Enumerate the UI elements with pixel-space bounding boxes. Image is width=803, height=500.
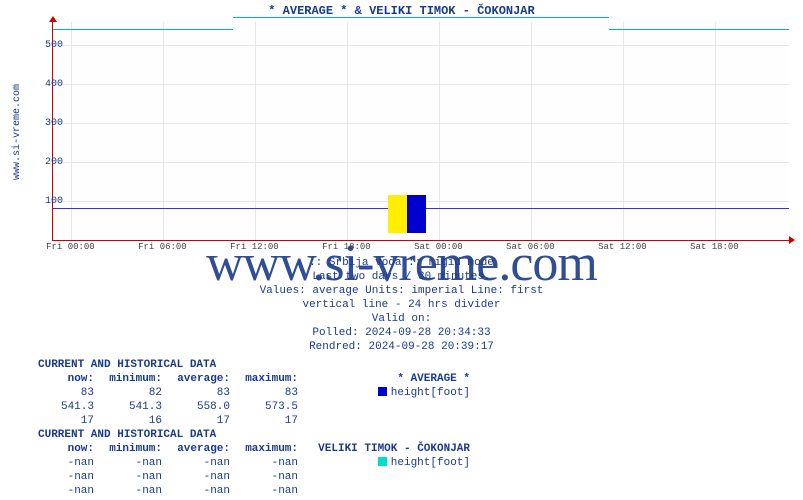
x-tick-label: Sat 12:00 [598, 242, 647, 252]
cell-min: -nan [94, 470, 162, 484]
table-row: 541.3541.3558.0573.5 [38, 400, 470, 414]
x-tick-label: Sat 00:00 [414, 242, 463, 252]
meta-line: Polled: 2024-09-28 20:34:33 [0, 326, 803, 340]
cell-now: 17 [38, 414, 94, 428]
cell-now: 541.3 [38, 400, 94, 414]
y-tick-label: 500 [39, 40, 63, 51]
cell-min: 16 [94, 414, 162, 428]
col-header-label: VELIKI TIMOK - ČOKONJAR [298, 442, 470, 456]
cell-max: 83 [230, 386, 298, 400]
cell-avg: 17 [162, 414, 230, 428]
cell-now: -nan [38, 456, 94, 470]
data-table-veliki-timok: CURRENT AND HISTORICAL DATAnow:minimum:a… [38, 428, 470, 498]
cell-min: 82 [94, 386, 162, 400]
table-heading: CURRENT AND HISTORICAL DATA [38, 358, 470, 372]
x-tick-label: Sat 06:00 [506, 242, 555, 252]
col-header-min: minimum: [94, 372, 162, 386]
logo-icon [388, 195, 426, 233]
cell-min: -nan [94, 456, 162, 470]
y-tick-label: 400 [39, 79, 63, 90]
cell-now: 83 [38, 386, 94, 400]
cell-avg: -nan [162, 456, 230, 470]
y-tick-label: 300 [39, 118, 63, 129]
meta-line: Valid on: [0, 312, 803, 326]
chart-title: * AVERAGE * & VELIKI TIMOK - ČOKONJAR [0, 0, 803, 18]
cell-min: 541.3 [94, 400, 162, 414]
table-heading: CURRENT AND HISTORICAL DATA [38, 428, 470, 442]
col-header-avg: average: [162, 442, 230, 456]
legend-swatch-icon [378, 457, 387, 466]
cell-now: -nan [38, 470, 94, 484]
table-row: 17161717 [38, 414, 470, 428]
meta-line: Last two days / 30 minutes. [0, 270, 803, 284]
cell-now: -nan [38, 484, 94, 498]
y-tick-label: 100 [39, 196, 63, 207]
x-tick-label: Fri 06:00 [138, 242, 187, 252]
meta-line: :: Srbija voda :: rigid mode [0, 256, 803, 270]
series-legend: height[foot] [298, 456, 470, 470]
cell-max: 573.5 [230, 400, 298, 414]
cell-max: -nan [230, 484, 298, 498]
series-segment [233, 17, 608, 18]
x-tick-label: Fri 12:00 [230, 242, 279, 252]
table-row: -nan-nan-nan-nan [38, 470, 470, 484]
series-legend: height[foot] [298, 386, 470, 400]
data-table-average: CURRENT AND HISTORICAL DATAnow:minimum:a… [38, 358, 470, 428]
side-label: www.si-vreme.com [12, 84, 23, 180]
series-segment [53, 29, 233, 30]
cell-max: -nan [230, 456, 298, 470]
meta-line: Values: average Units: imperial Line: fi… [0, 284, 803, 298]
x-tick-label: Fri 00:00 [46, 242, 95, 252]
col-header-min: minimum: [94, 442, 162, 456]
cell-avg: 558.0 [162, 400, 230, 414]
series-segment [609, 29, 789, 30]
meta-info: :: Srbija voda :: rigid mode Last two da… [0, 256, 803, 354]
y-axis-arrow [49, 16, 57, 22]
table-row: -nan-nan-nan-nanheight[foot] [38, 456, 470, 470]
meta-line: vertical line - 24 hrs divider [0, 298, 803, 312]
meta-line: Rendred: 2024-09-28 20:39:17 [0, 340, 803, 354]
y-tick-label: 200 [39, 157, 63, 168]
cell-avg: 83 [162, 386, 230, 400]
legend-swatch-icon [378, 387, 387, 396]
col-header-max: maximum: [230, 442, 298, 456]
col-header-avg: average: [162, 372, 230, 386]
col-header-now: now: [38, 372, 94, 386]
cell-max: -nan [230, 470, 298, 484]
x-tick-label: Fri 18:00 [322, 242, 371, 252]
x-axis-arrow [789, 236, 795, 244]
cell-avg: -nan [162, 470, 230, 484]
cell-max: 17 [230, 414, 298, 428]
col-header-max: maximum: [230, 372, 298, 386]
col-header-now: now: [38, 442, 94, 456]
cell-min: -nan [94, 484, 162, 498]
table-row: -nan-nan-nan-nan [38, 484, 470, 498]
table-row: 83828383height[foot] [38, 386, 470, 400]
col-header-label: * AVERAGE * [298, 372, 470, 386]
cell-avg: -nan [162, 484, 230, 498]
x-tick-label: Sat 18:00 [690, 242, 739, 252]
